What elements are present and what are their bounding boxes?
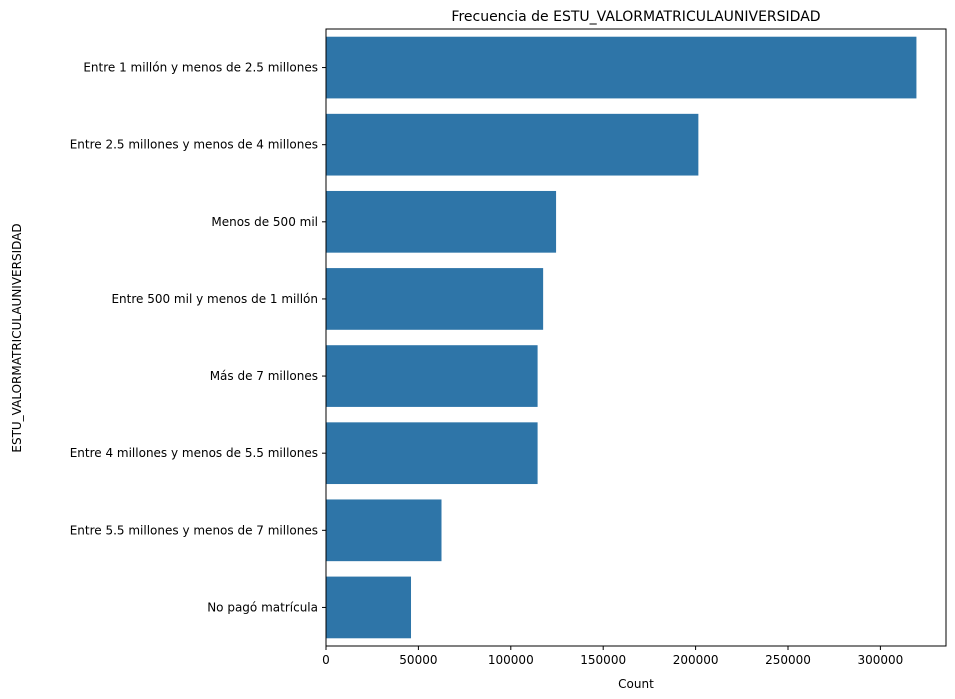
plot-frame: [325, 28, 947, 647]
x-tick-label: 300000: [857, 653, 903, 667]
y-tick-labels: Entre 1 millón y menos de 2.5 millones En…: [70, 61, 326, 614]
bar: [326, 345, 538, 407]
y-tick-label: Entre 1 millón y menos de 2.5 millones: [83, 61, 318, 75]
x-tick-label: 0: [322, 653, 330, 667]
x-axis-label: Count: [618, 677, 654, 691]
x-tick-label: 50000: [399, 653, 437, 667]
bar: [326, 499, 442, 562]
bar: [326, 268, 544, 330]
y-tick-label: Entre 4 millones y menos de 5.5 millones: [70, 446, 318, 460]
bar: [326, 190, 557, 253]
y-tick-label: Más de 7 millones: [210, 369, 318, 383]
y-tick-label: No pagó matrícula: [207, 600, 318, 614]
x-tick-label: 200000: [673, 653, 719, 667]
bars-group: [326, 36, 917, 639]
y-tick-label: Entre 500 mil y menos de 1 millón: [111, 292, 318, 306]
y-tick-label: Entre 5.5 millones y menos de 7 millones: [70, 523, 318, 537]
x-tick-label: 150000: [580, 653, 626, 667]
bar: [326, 576, 412, 639]
bar: [326, 113, 699, 176]
y-tick-label: Menos de 500 mil: [211, 215, 318, 229]
y-tick-label: Entre 2.5 millones y menos de 4 millones: [70, 138, 318, 152]
chart-title: Frecuencia de ESTU_VALORMATRICULAUNIVERS…: [451, 9, 820, 25]
bar: [326, 422, 538, 485]
x-ticks: 0 50000 100000 150000 200000 250000 300000: [322, 646, 903, 667]
x-tick-label: 250000: [765, 653, 811, 667]
x-tick-label: 100000: [488, 653, 534, 667]
y-axis-label: ESTU_VALORMATRICULAUNIVERSIDAD: [10, 223, 24, 452]
bar: [326, 36, 917, 99]
